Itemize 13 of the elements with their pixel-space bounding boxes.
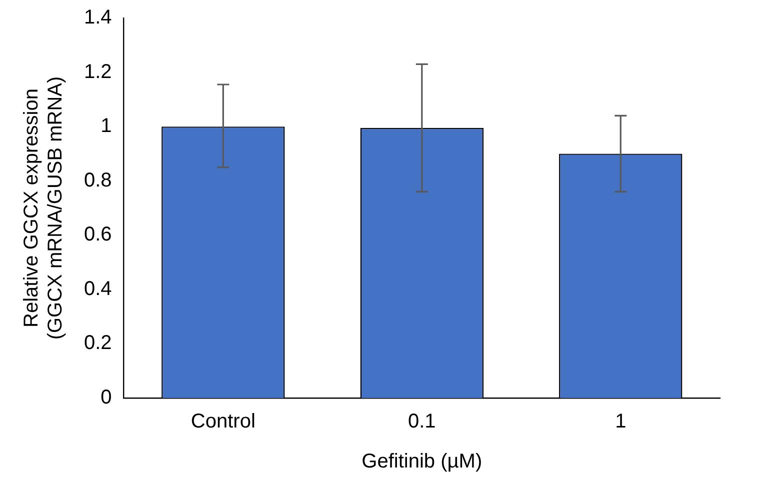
y-tick-label: 1.4 <box>84 6 112 29</box>
y-tick-label: 1 <box>100 115 112 138</box>
y-tick-label: 0.4 <box>84 278 112 300</box>
y-tick-label: 0.2 <box>84 332 112 354</box>
y-tick-label: 0.8 <box>84 169 112 192</box>
y-tick-label: 0.6 <box>84 224 112 246</box>
x-tick-label: 1 <box>615 410 626 433</box>
x-tick-label: 0.1 <box>408 410 436 433</box>
y-tick-label: 0 <box>100 386 112 409</box>
y-tick-label: 1.2 <box>84 60 112 83</box>
x-axis-title: Gefitinib (µM) <box>362 450 482 473</box>
y-axis-title: Relative GGCX expression (GGCX mRNA/GUSB mRNA) <box>20 76 67 340</box>
x-tick-label: Control <box>190 410 256 433</box>
